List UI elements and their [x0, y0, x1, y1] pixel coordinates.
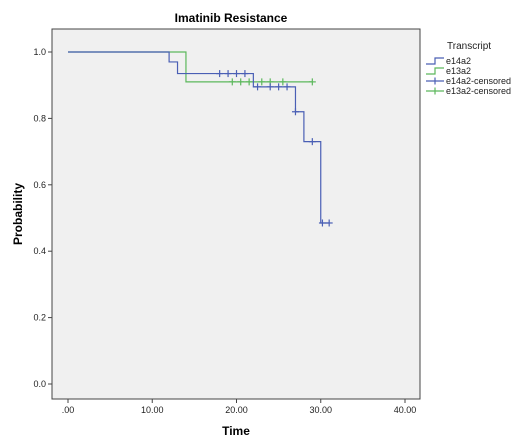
censor-mark-e14a2 [241, 70, 249, 78]
censor-mark-e14a2 [254, 83, 262, 91]
legend-label: e14a2 [446, 56, 471, 66]
legend-entry-e14a2-censored: e14a2-censored [426, 76, 511, 86]
censor-mark-e14a2 [216, 70, 224, 78]
censor-mark-e13a2 [279, 78, 287, 86]
censor-mark-e13a2 [258, 78, 266, 86]
legend-entry-e13a2-censored: e13a2-censored [426, 86, 511, 96]
legend-label: e13a2-censored [446, 86, 511, 96]
y-tick-label: 0.4 [33, 246, 46, 256]
chart-title: Imatinib Resistance [175, 11, 288, 25]
x-tick-label: 40.00 [394, 405, 417, 415]
censor-mark-e14a2 [325, 219, 333, 227]
censor-mark-e14a2 [275, 83, 283, 91]
censor-mark-e13a2 [308, 78, 316, 86]
y-tick-label: 0.6 [33, 180, 46, 190]
y-tick-label: 1.0 [33, 47, 46, 57]
censor-mark-e14a2 [318, 219, 326, 227]
censor-mark-e14a2 [283, 83, 291, 91]
plot-area [51, 28, 421, 400]
legend-label: e14a2-censored [446, 76, 511, 86]
censor-mark-e14a2 [233, 70, 240, 78]
legend-title: Transcript [447, 41, 491, 52]
x-tick-label: .00 [62, 405, 75, 415]
x-tick-label: 10.00 [141, 405, 164, 415]
y-tick-label: 0.2 [33, 313, 46, 323]
x-tick-label: 20.00 [225, 405, 248, 415]
legend-entry-e13a2: e13a2 [426, 66, 471, 76]
censor-mark-e14a2 [291, 108, 299, 116]
legend-label: e13a2 [446, 66, 471, 76]
y-tick-label: 0.8 [33, 113, 46, 123]
censor-mark-e13a2 [237, 78, 245, 86]
series-line-e14a2 [68, 51, 330, 224]
axis-ticks: 0.0 0.2 0.4 0.6 0.8 1.0 .00 10.00 20.00 30.00 40.0… [33, 47, 416, 415]
censor-mark-e13a2 [228, 78, 236, 86]
censor-mark-e13a2 [245, 78, 253, 86]
x-tick-label: 30.00 [309, 405, 332, 415]
y-tick-label: 0.0 [33, 379, 46, 389]
series-layer [68, 51, 333, 227]
x-axis-title: Time [222, 424, 250, 438]
legend: Transcript e14a2e13a2e14a2-censorede13a2… [426, 41, 511, 96]
censor-mark-e14a2 [224, 70, 232, 78]
y-axis-title: Probability [11, 183, 25, 245]
censor-mark-e14a2 [308, 138, 316, 146]
legend-entry-e14a2: e14a2 [426, 56, 471, 66]
censor-mark-e14a2 [266, 83, 274, 91]
